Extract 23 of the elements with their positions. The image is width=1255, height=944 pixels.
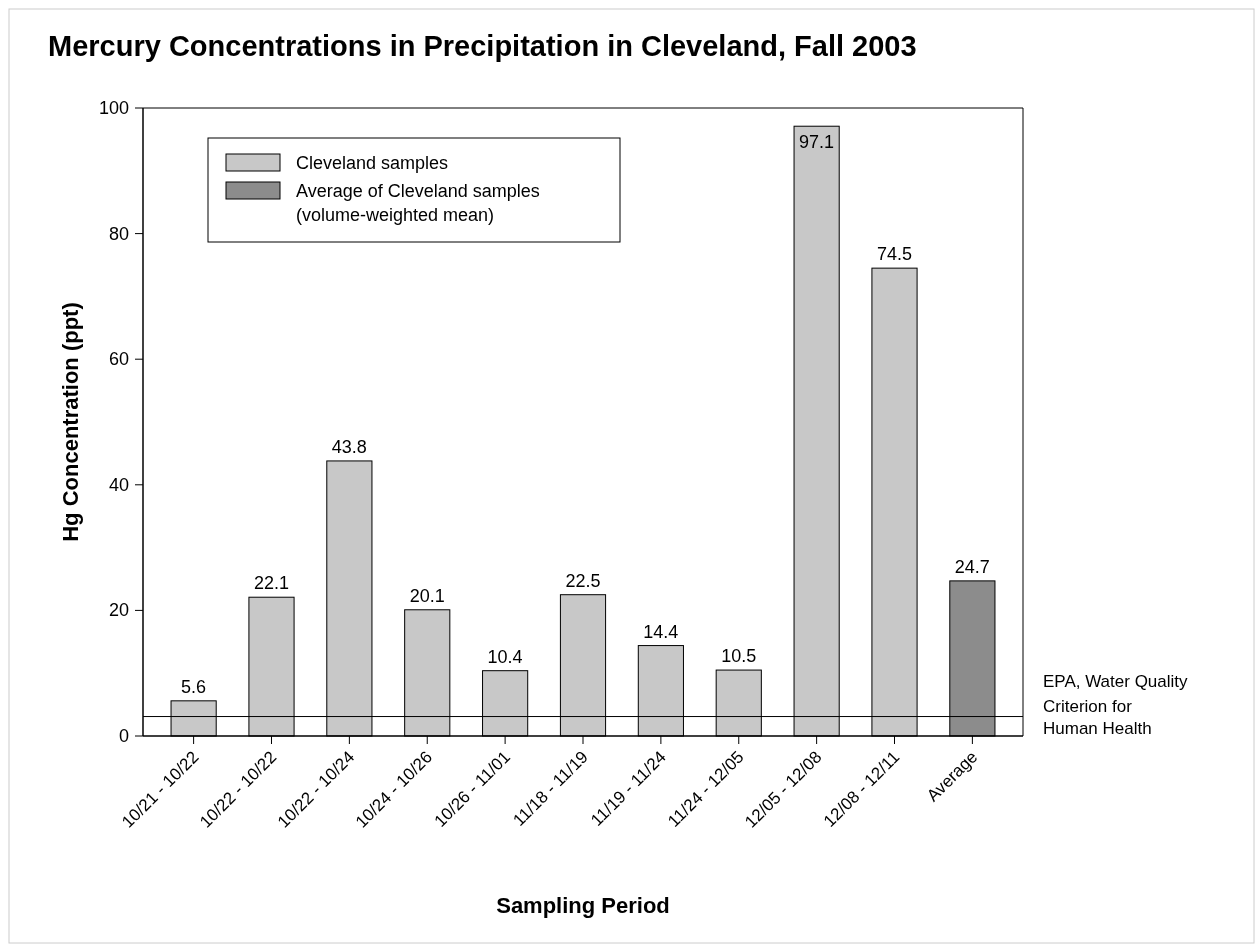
data-label: 22.5	[565, 570, 601, 591]
y-axis-title: Hg Concentration (ppt)	[58, 302, 83, 542]
y-tick-label: 40	[108, 474, 129, 495]
x-axis-title: Sampling Period	[496, 893, 670, 918]
data-label: 10.5	[721, 646, 757, 667]
data-label: 43.8	[331, 436, 367, 457]
data-label: 22.1	[253, 573, 290, 594]
data-label: 74.5	[876, 244, 913, 265]
y-tick-label: 60	[108, 349, 129, 370]
ref-line-label: EPA, Water Quality Criterion for Human Health	[1043, 671, 1189, 738]
data-label: 24.7	[954, 556, 990, 577]
data-label: 20.1	[409, 585, 445, 606]
legend-label: Cleveland samples	[296, 153, 449, 173]
y-tick-label: 0	[118, 726, 129, 746]
data-label: 5.6	[181, 676, 207, 697]
data-label: 97.1	[799, 132, 835, 153]
y-tick-label: 100	[98, 98, 129, 118]
chart-title: Mercury Concentrations in Precipitation in Cleveland, Fall 2003	[48, 30, 917, 62]
y-tick-label: 80	[108, 223, 129, 244]
legend-label: Average of Cleveland samples (volume-weighted mean)	[296, 181, 540, 225]
data-label: 14.4	[643, 621, 679, 642]
y-tick-label: 20	[108, 600, 129, 621]
data-label: 10.4	[487, 646, 523, 667]
